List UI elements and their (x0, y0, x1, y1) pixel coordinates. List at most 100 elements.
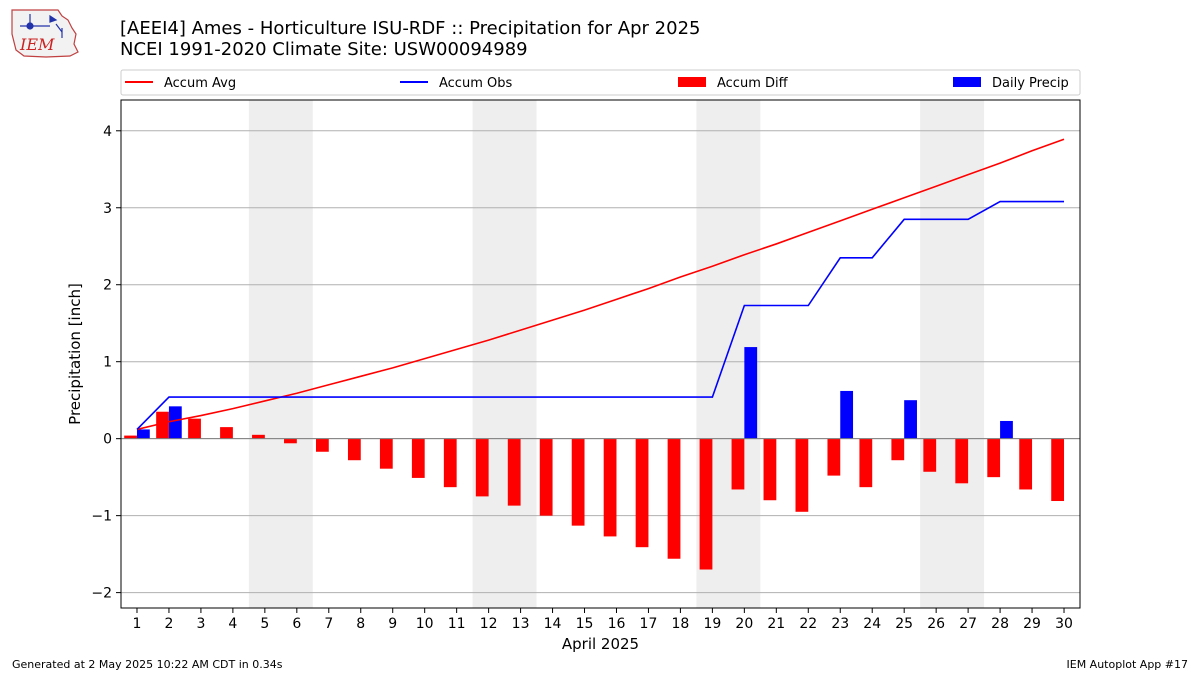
accum-avg-line (136, 138, 1065, 431)
x-tick-label: 1 (133, 616, 142, 632)
accum-diff-bar-15 (571, 438, 585, 526)
weekend-band-1 (248, 100, 313, 608)
x-tick-label: 8 (356, 616, 365, 632)
x-tick-label: 15 (576, 616, 594, 632)
daily-precip-bar-2 (168, 406, 182, 439)
line-series (136, 138, 1065, 431)
title-line-2: NCEI 1991-2020 Climate Site: USW00094989 (120, 39, 528, 60)
y-axis-label: Precipitation [inch] (66, 283, 84, 425)
legend: Accum Avg Accum Obs Accum Diff Daily Precip (120, 69, 1081, 96)
accum-diff-bar-3 (188, 418, 201, 439)
x-tick-label: 16 (608, 616, 626, 632)
accum-diff-bar-25 (891, 438, 905, 461)
x-axis-label: April 2025 (562, 635, 639, 653)
daily-precip-bar-25 (904, 400, 917, 439)
weekend-band-2 (472, 100, 537, 608)
x-tick-label: 28 (991, 616, 1009, 632)
accum-diff-bar-29 (1019, 438, 1033, 490)
x-tick-label: 21 (767, 616, 785, 632)
x-axis: 1 2 3 4 5 6 7 8 9 10 11 12 13 14 15 16 17 18 19 20 21 22 23 24 2… (133, 608, 1073, 632)
accum-diff-bar-13 (507, 438, 521, 506)
bar-series (124, 347, 1065, 570)
y-tick-label: 4 (103, 124, 112, 140)
y-tick-label: 1 (103, 355, 112, 371)
accum-diff-bar-20 (731, 438, 745, 490)
accum-obs-line (136, 200, 1065, 430)
x-tick-label: 25 (895, 616, 913, 632)
accum-diff-bar-4 (220, 427, 233, 439)
accum-diff-bar-2 (156, 411, 169, 439)
iem-logo: IEM (11, 9, 79, 58)
accum-diff-bar-10 (411, 438, 425, 478)
y-tick-label: −1 (91, 509, 112, 525)
accum-diff-bar-27 (955, 438, 969, 484)
x-tick-label: 10 (416, 616, 434, 632)
x-tick-label: 22 (799, 616, 817, 632)
x-tick-label: 5 (260, 616, 269, 632)
legend-label-1: Accum Avg (164, 76, 236, 91)
accum-diff-bar-12 (475, 438, 489, 497)
x-tick-label: 6 (292, 616, 301, 632)
accum-diff-bar-23 (827, 438, 841, 476)
x-tick-label: 17 (640, 616, 658, 632)
accum-diff-bar-28 (987, 438, 1001, 478)
accum-diff-bar-6 (284, 438, 297, 444)
x-tick-label: 14 (544, 616, 562, 632)
logo-text: IEM (19, 35, 55, 54)
title-line-1: [AEEI4] Ames - Horticulture ISU-RDF :: P… (120, 18, 701, 39)
accum-diff-bar-24 (859, 438, 873, 488)
y-tick-label: 3 (103, 201, 112, 217)
accum-diff-bar-30 (1051, 438, 1065, 502)
accum-diff-bar-5 (252, 434, 265, 439)
accum-diff-bar-7 (315, 438, 329, 452)
x-tick-label: 27 (959, 616, 977, 632)
x-tick-label: 11 (448, 616, 466, 632)
plot-frame (120, 99, 1081, 609)
x-tick-label: 18 (672, 616, 690, 632)
legend-swatch-4 (953, 77, 981, 87)
accum-diff-bar-14 (539, 438, 553, 516)
x-tick-label: 23 (831, 616, 849, 632)
y-tick-label: −2 (91, 586, 112, 602)
x-tick-label: 9 (388, 616, 397, 632)
app-note: IEM Autoplot App #17 (1066, 658, 1189, 671)
y-axis: −2 −1 0 1 2 3 4 (91, 124, 121, 602)
accum-diff-bar-17 (635, 438, 649, 548)
legend-swatch-3 (678, 77, 706, 87)
legend-label-2: Accum Obs (439, 76, 512, 91)
x-tick-label: 20 (735, 616, 753, 632)
legend-box (120, 69, 1081, 96)
y-tick-label: 0 (103, 432, 112, 448)
legend-label-4: Daily Precip (992, 76, 1069, 91)
accum-diff-bar-11 (443, 438, 457, 488)
daily-precip-bar-20 (744, 347, 758, 439)
accum-diff-bar-22 (795, 438, 809, 512)
chart-title: [AEEI4] Ames - Horticulture ISU-RDF :: P… (120, 18, 700, 60)
accum-diff-bar-19 (699, 438, 713, 570)
weekend-band-4 (920, 100, 985, 608)
x-tick-label: 4 (228, 616, 237, 632)
daily-precip-bar-28 (1000, 420, 1013, 439)
weekend-bands (248, 100, 985, 608)
y-tick-label: 2 (103, 278, 112, 294)
generated-note: Generated at 2 May 2025 10:22 AM CDT in … (12, 658, 283, 671)
x-tick-label: 13 (512, 616, 530, 632)
accum-diff-bar-26 (923, 438, 937, 472)
x-tick-label: 29 (1023, 616, 1041, 632)
x-tick-label: 3 (196, 616, 205, 632)
daily-precip-bar-1 (136, 429, 150, 439)
accum-diff-bar-1 (124, 435, 137, 439)
x-tick-label: 2 (164, 616, 173, 632)
accum-diff-bar-16 (603, 438, 617, 537)
x-tick-label: 19 (703, 616, 721, 632)
accum-diff-bar-9 (379, 438, 393, 469)
daily-precip-bar-23 (840, 390, 854, 439)
x-tick-label: 30 (1055, 616, 1073, 632)
x-tick-label: 7 (324, 616, 333, 632)
x-tick-label: 12 (480, 616, 498, 632)
legend-label-3: Accum Diff (717, 76, 789, 91)
accum-diff-bar-18 (667, 438, 681, 559)
x-tick-label: 26 (927, 616, 945, 632)
accum-diff-bar-8 (347, 438, 361, 461)
